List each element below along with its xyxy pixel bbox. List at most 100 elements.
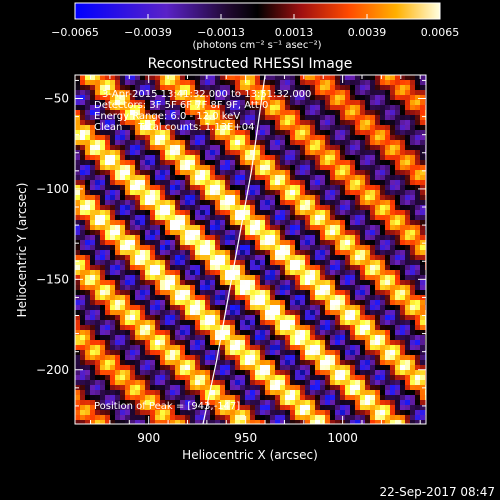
heatmap-cell	[365, 205, 371, 211]
heatmap-cell	[235, 170, 241, 176]
heatmap-cell	[210, 305, 216, 311]
heatmap-cell	[75, 370, 81, 376]
colorbar: −0.0065 −0.0039 −0.0013 0.0013 0.0039 0.0065 …	[51, 2, 459, 51]
heatmap-cell	[235, 175, 241, 181]
heatmap-cell	[380, 90, 386, 96]
heatmap-cell	[360, 325, 366, 331]
heatmap-cell	[185, 100, 191, 106]
heatmap-cell	[360, 240, 366, 246]
heatmap-cell	[215, 215, 221, 221]
heatmap-cell	[250, 185, 256, 191]
heatmap-cell	[380, 275, 386, 281]
heatmap-cell	[275, 185, 281, 191]
heatmap-cell	[125, 230, 131, 236]
heatmap-cell	[225, 150, 231, 156]
heatmap-cell	[180, 280, 186, 286]
heatmap-cell	[355, 245, 361, 251]
heatmap-cell	[140, 100, 146, 106]
heatmap-cell	[230, 330, 236, 336]
heatmap-cell	[125, 140, 131, 146]
heatmap-cell	[120, 275, 126, 281]
heatmap-cell	[410, 295, 416, 301]
heatmap-cell	[290, 320, 296, 326]
heatmap-cell	[410, 220, 416, 226]
heatmap-cell	[230, 115, 236, 121]
heatmap-cell	[220, 275, 226, 281]
heatmap-cell	[125, 315, 131, 321]
heatmap-cell	[360, 150, 366, 156]
heatmap-cell	[420, 350, 426, 356]
heatmap-cell	[250, 395, 256, 401]
heatmap-cell	[350, 290, 356, 296]
heatmap-cell	[360, 125, 366, 131]
heatmap-cell	[360, 245, 366, 251]
heatmap-cell	[315, 350, 321, 356]
heatmap-cell	[165, 365, 171, 371]
heatmap-cell	[360, 290, 366, 296]
heatmap-cell	[195, 350, 201, 356]
heatmap-cell	[235, 295, 241, 301]
heatmap-cell	[245, 310, 251, 316]
heatmap-cell	[280, 245, 286, 251]
heatmap-cell	[390, 175, 396, 181]
heatmap-cell	[260, 125, 266, 131]
heatmap-cell	[235, 415, 241, 421]
heatmap-cell	[320, 170, 326, 176]
heatmap-cell	[410, 245, 416, 251]
heatmap-cell	[110, 220, 116, 226]
heatmap-cell	[205, 95, 211, 101]
heatmap-cell	[415, 310, 421, 316]
heatmap-cell	[135, 135, 141, 141]
heatmap-cell	[355, 415, 361, 421]
heatmap-cell	[160, 340, 166, 346]
heatmap-cell	[330, 330, 336, 336]
heatmap-cell	[195, 100, 201, 106]
heatmap-cell	[335, 130, 341, 136]
heatmap-cell	[115, 350, 121, 356]
heatmap-cell	[185, 385, 191, 391]
heatmap-cell	[135, 155, 141, 161]
heatmap-cell	[90, 330, 96, 336]
heatmap-cell	[370, 255, 376, 261]
heatmap-cell	[420, 220, 426, 226]
heatmap-cell	[175, 215, 181, 221]
heatmap-cell	[250, 390, 256, 396]
heatmap-cell	[385, 180, 391, 186]
heatmap-cell	[300, 75, 306, 81]
heatmap-cell	[295, 345, 301, 351]
heatmap-cell	[190, 190, 196, 196]
heatmap-cell	[145, 100, 151, 106]
heatmap-cell	[410, 150, 416, 156]
heatmap-cell	[165, 155, 171, 161]
heatmap-cell	[275, 115, 281, 121]
heatmap-cell	[370, 240, 376, 246]
heatmap-cell	[235, 390, 241, 396]
heatmap-cell	[130, 175, 136, 181]
heatmap-cell	[335, 285, 341, 291]
heatmap-cell	[295, 150, 301, 156]
heatmap-cell	[300, 395, 306, 401]
heatmap-cell	[215, 195, 221, 201]
heatmap-cell	[105, 420, 111, 424]
heatmap-cell	[280, 395, 286, 401]
heatmap-cell	[140, 310, 146, 316]
heatmap-cell	[335, 370, 341, 376]
heatmap-cell	[385, 110, 391, 116]
heatmap-cell	[255, 265, 261, 271]
heatmap-cell	[300, 265, 306, 271]
heatmap-cell	[225, 400, 231, 406]
heatmap-cell	[295, 140, 301, 146]
heatmap-cell	[155, 300, 161, 306]
heatmap-cell	[130, 125, 136, 131]
heatmap-cell	[160, 210, 166, 216]
heatmap-cell	[215, 75, 221, 81]
heatmap-cell	[130, 275, 136, 281]
heatmap-cell	[285, 195, 291, 201]
heatmap-cell	[375, 395, 381, 401]
heatmap-cell	[265, 390, 271, 396]
heatmap-cell	[105, 145, 111, 151]
heatmap-cell	[120, 405, 126, 411]
heatmap-cell	[330, 225, 336, 231]
heatmap-cell	[345, 145, 351, 151]
heatmap-cell	[260, 195, 266, 201]
